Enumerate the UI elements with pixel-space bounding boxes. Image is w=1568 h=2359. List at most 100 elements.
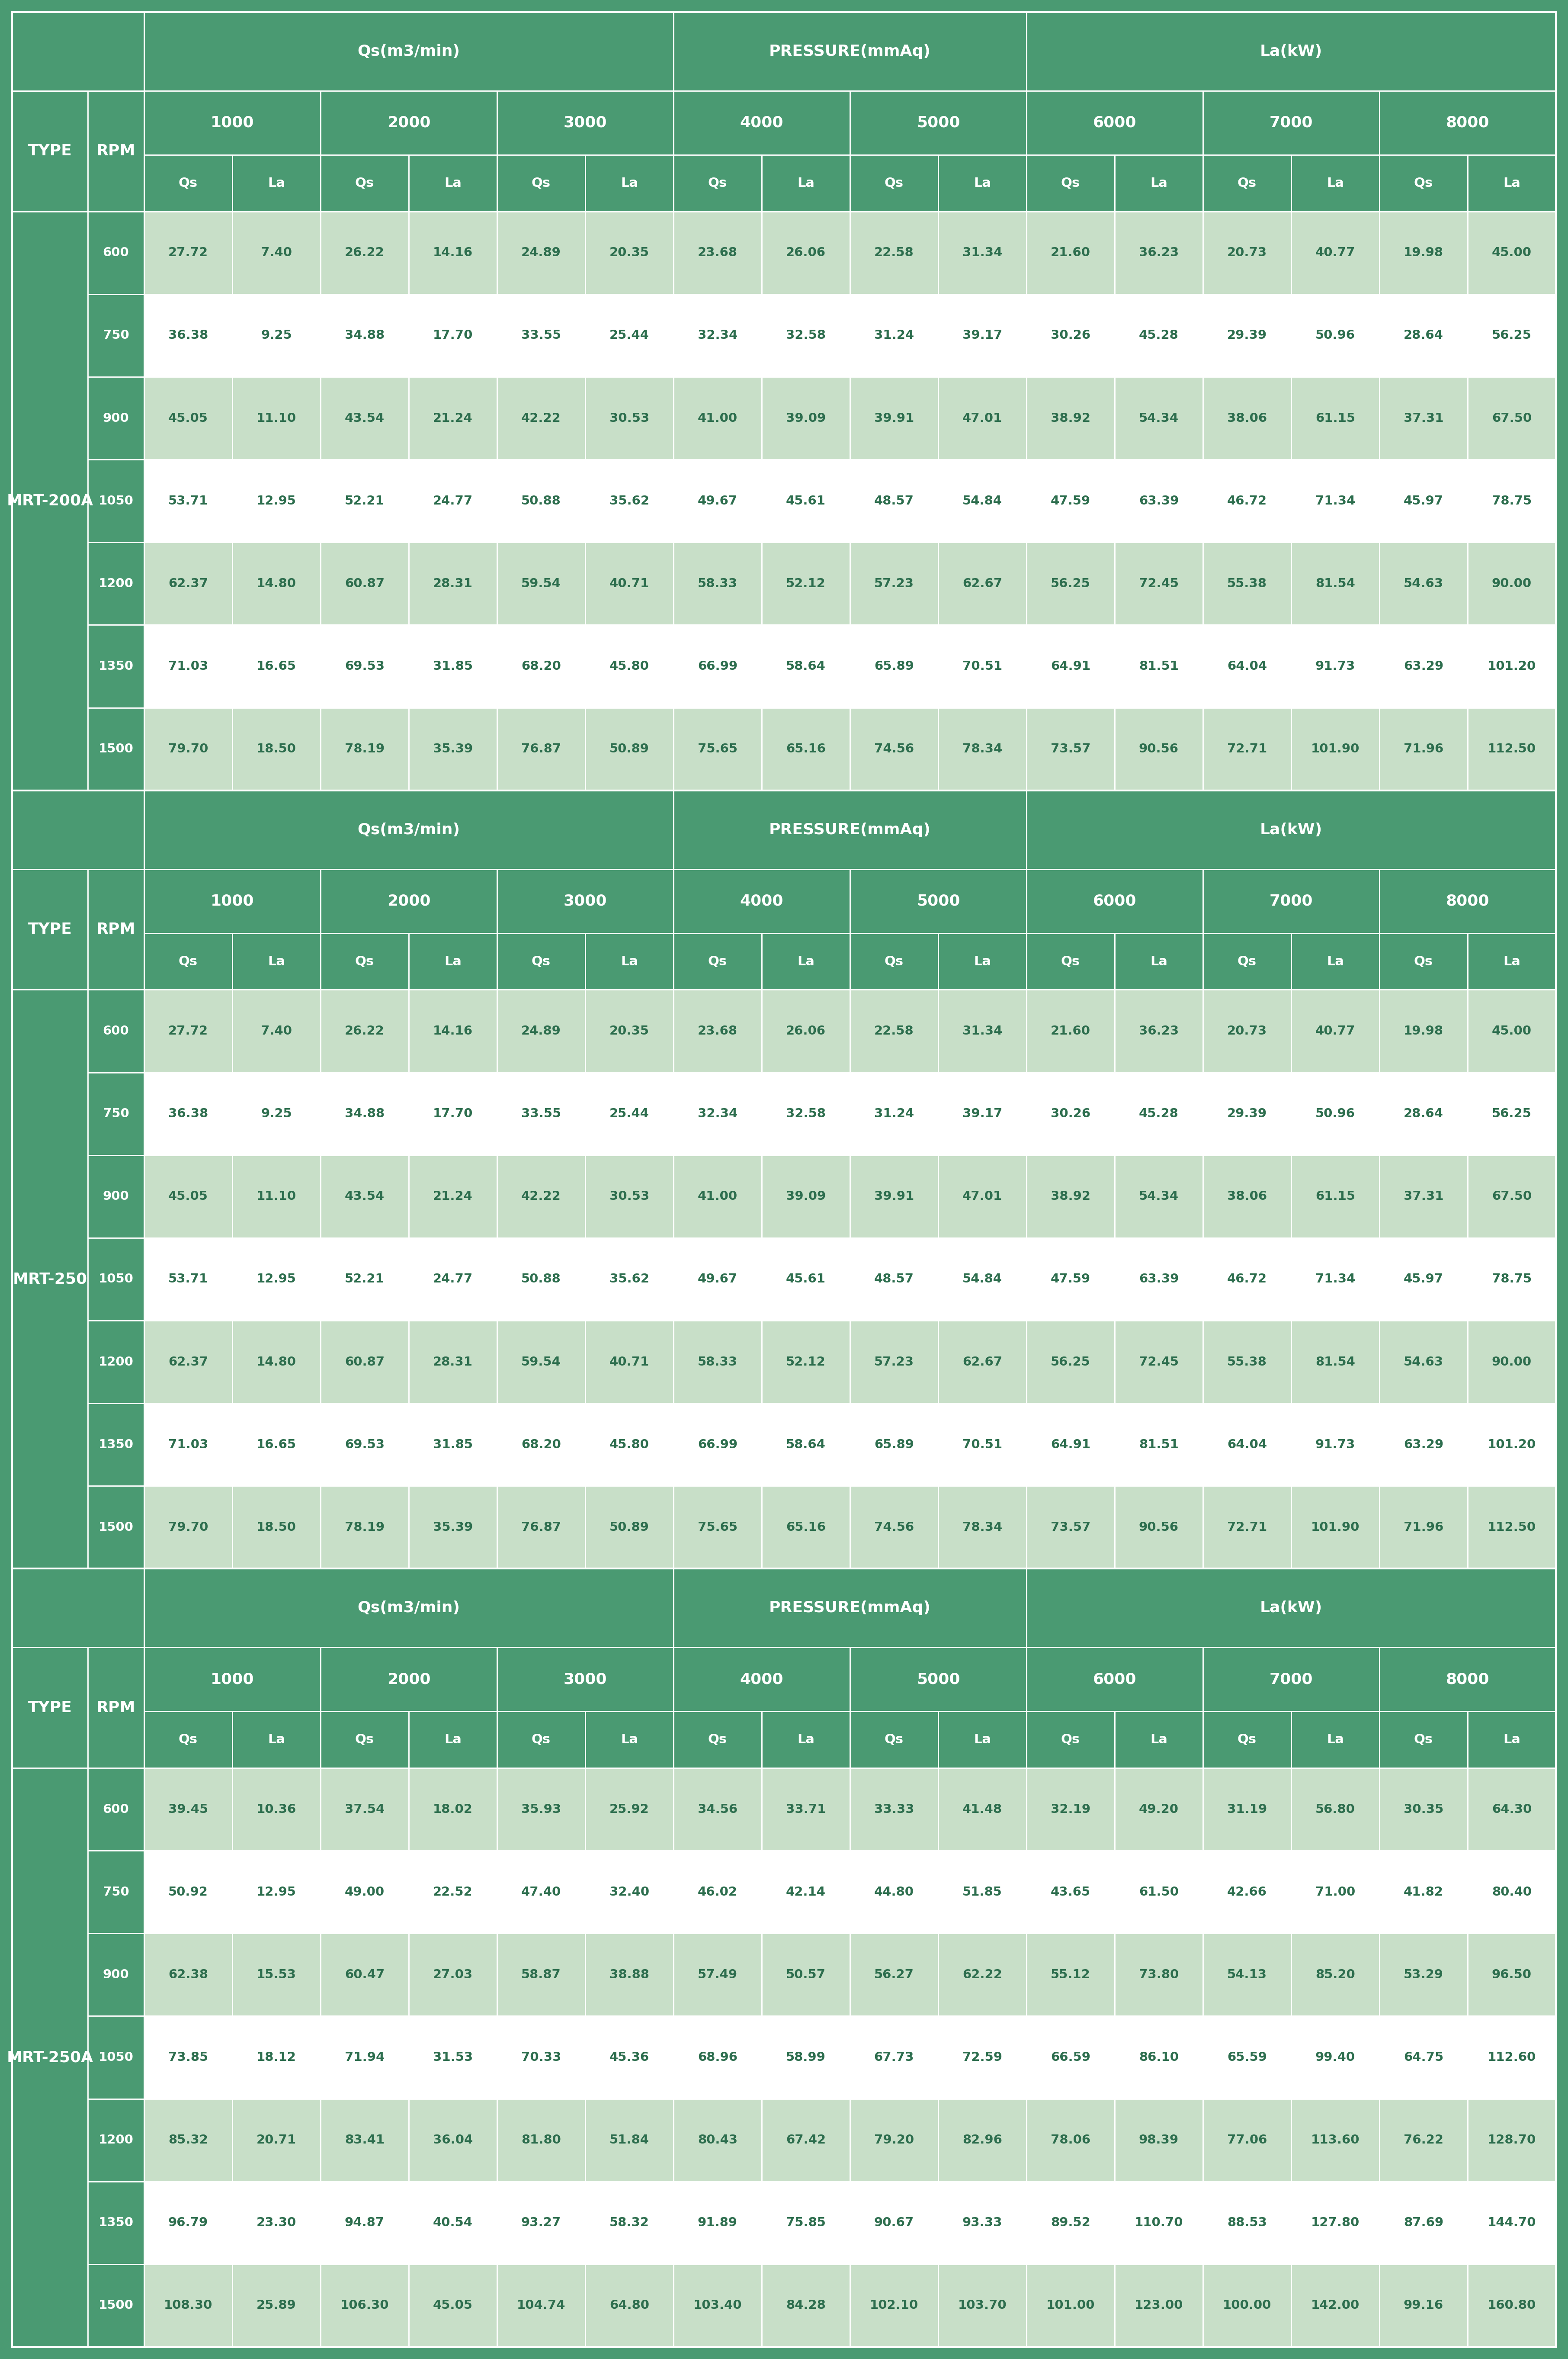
Bar	[320, 1404, 409, 1486]
Bar	[1290, 1238, 1380, 1321]
Bar	[88, 1647, 144, 1767]
Bar	[497, 1852, 585, 1934]
Bar	[850, 2017, 938, 2100]
Text: 64.75: 64.75	[1403, 2052, 1444, 2064]
Bar	[850, 1710, 938, 1767]
Bar	[1203, 2017, 1290, 2100]
Bar	[1380, 2100, 1468, 2182]
Bar	[585, 2182, 674, 2265]
Text: 78.34: 78.34	[963, 1522, 1002, 1533]
Bar	[320, 543, 409, 625]
Text: 45.97: 45.97	[1403, 495, 1444, 507]
Bar	[674, 156, 762, 212]
Bar	[762, 991, 850, 1073]
Bar	[585, 377, 674, 460]
Text: 8000: 8000	[1446, 116, 1490, 130]
Bar	[762, 1321, 850, 1404]
Text: 47.59: 47.59	[1051, 495, 1090, 507]
Bar	[850, 1404, 938, 1486]
Text: 41.00: 41.00	[698, 1191, 737, 1203]
Bar	[1203, 708, 1290, 790]
Bar	[1027, 991, 1115, 1073]
Bar	[850, 708, 938, 790]
Bar	[320, 1321, 409, 1404]
Bar	[144, 1238, 232, 1321]
Bar	[320, 934, 409, 991]
Text: 16.65: 16.65	[257, 661, 296, 672]
Bar	[1290, 1156, 1380, 1238]
Bar	[320, 708, 409, 790]
Bar	[762, 708, 850, 790]
Bar	[1203, 1321, 1290, 1404]
Bar	[585, 1404, 674, 1486]
Text: 53.29: 53.29	[1403, 1970, 1444, 1982]
Bar	[144, 1934, 232, 2017]
Text: PRESSURE(mmAq): PRESSURE(mmAq)	[770, 823, 931, 837]
Bar	[762, 1486, 850, 1569]
Text: 62.67: 62.67	[963, 1356, 1002, 1368]
Text: 25.92: 25.92	[610, 1802, 649, 1816]
Bar	[674, 1767, 762, 1852]
Text: 91.73: 91.73	[1316, 1439, 1355, 1451]
Text: 22.52: 22.52	[433, 1885, 472, 1899]
Text: 90.67: 90.67	[873, 2217, 914, 2229]
Text: 45.00: 45.00	[1491, 1026, 1532, 1038]
Bar	[88, 708, 144, 790]
Text: 24.89: 24.89	[521, 248, 561, 259]
Bar	[232, 1934, 320, 2017]
Text: 81.54: 81.54	[1316, 578, 1355, 590]
Text: Qs: Qs	[709, 177, 728, 189]
Bar	[585, 1710, 674, 1767]
Text: 31.34: 31.34	[963, 248, 1002, 259]
Bar	[1203, 2265, 1290, 2347]
Bar	[13, 212, 88, 790]
Bar	[1290, 1486, 1380, 1569]
Text: 1000: 1000	[210, 1673, 254, 1687]
Text: 93.33: 93.33	[963, 2217, 1002, 2229]
Text: 600: 600	[103, 1802, 129, 1816]
Text: 20.73: 20.73	[1228, 1026, 1267, 1038]
Text: 88.53: 88.53	[1228, 2217, 1267, 2229]
Text: 62.37: 62.37	[168, 1356, 209, 1368]
Text: 40.54: 40.54	[433, 2217, 474, 2229]
Bar	[674, 790, 1027, 868]
Bar	[497, 212, 585, 295]
Text: TYPE: TYPE	[28, 1701, 72, 1715]
Text: 83.41: 83.41	[345, 2135, 384, 2147]
Bar	[938, 2100, 1027, 2182]
Text: 58.33: 58.33	[698, 1356, 737, 1368]
Bar	[762, 212, 850, 295]
Text: 58.99: 58.99	[786, 2052, 826, 2064]
Text: La: La	[1504, 177, 1521, 189]
Text: 112.50: 112.50	[1488, 1522, 1537, 1533]
Bar	[850, 295, 938, 377]
Bar	[88, 1767, 144, 1852]
Bar	[938, 1321, 1027, 1404]
Bar	[674, 868, 850, 934]
Bar	[1115, 543, 1203, 625]
Bar	[1290, 156, 1380, 212]
Bar	[232, 543, 320, 625]
Bar	[938, 1767, 1027, 1852]
Bar	[144, 934, 232, 991]
Bar	[144, 2182, 232, 2265]
Bar	[144, 1647, 320, 1710]
Text: 12.95: 12.95	[257, 1885, 296, 1899]
Text: 30.26: 30.26	[1051, 1109, 1090, 1121]
Bar	[497, 156, 585, 212]
Bar	[1027, 1404, 1115, 1486]
Text: 34.88: 34.88	[345, 330, 384, 342]
Text: La: La	[974, 1734, 991, 1746]
Bar	[1290, 2265, 1380, 2347]
Bar	[850, 1486, 938, 1569]
Bar	[762, 2265, 850, 2347]
Bar	[1380, 1934, 1468, 2017]
Bar	[497, 1156, 585, 1238]
Text: 1200: 1200	[99, 578, 133, 590]
Bar	[1203, 625, 1290, 708]
Bar	[232, 2017, 320, 2100]
Bar	[232, 1238, 320, 1321]
Bar	[497, 2182, 585, 2265]
Bar	[13, 790, 1555, 1569]
Text: 66.59: 66.59	[1051, 2052, 1090, 2064]
